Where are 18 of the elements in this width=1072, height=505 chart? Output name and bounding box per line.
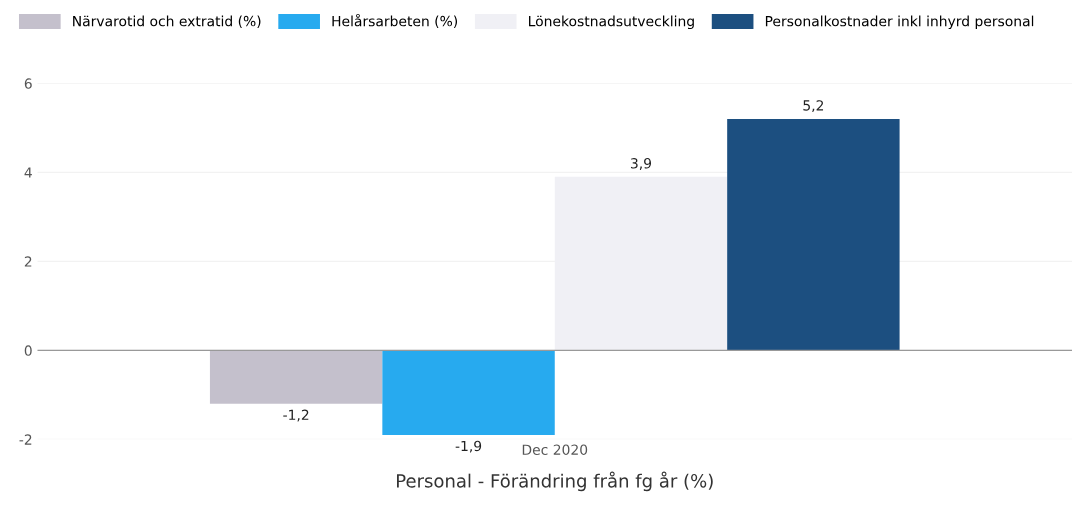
legend-label: Lönekostnadsutveckling xyxy=(529,15,694,30)
data-label: -1,2 xyxy=(283,409,309,422)
bar xyxy=(382,350,555,435)
bar xyxy=(727,118,900,351)
x-tick-label: Dec 2020 xyxy=(522,444,588,455)
y-tick-label: 4 xyxy=(24,167,32,178)
data-label: 5,2 xyxy=(803,100,824,113)
data-label: 3,9 xyxy=(630,158,652,170)
legend-label: Helårsarbeten (%) xyxy=(332,13,458,28)
y-tick-label: 6 xyxy=(24,78,32,89)
data-label: -1,9 xyxy=(455,440,482,453)
y-tick-label: 2 xyxy=(24,256,32,267)
legend-label: Personalkostnader inkl inhyrd personal xyxy=(765,15,1034,30)
legend-label: Närvarotid och extratid (%) xyxy=(73,15,261,28)
bar xyxy=(209,350,383,404)
x-axis-title: Personal - Förändring från fg år (%) xyxy=(397,471,713,492)
y-tick-label: -2 xyxy=(19,434,32,445)
y-tick-label: 0 xyxy=(24,345,32,356)
